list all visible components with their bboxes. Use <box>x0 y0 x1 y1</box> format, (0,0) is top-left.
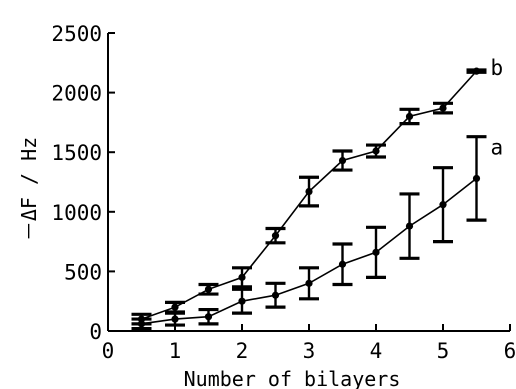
data-point <box>204 313 213 321</box>
data-point <box>305 279 313 287</box>
data-point <box>171 303 179 311</box>
series-b: b <box>131 56 504 326</box>
y-tick-label: 500 <box>64 260 102 284</box>
x-tick-label: 4 <box>370 339 383 363</box>
data-point <box>405 112 414 121</box>
x-tick-label: 5 <box>437 339 450 363</box>
data-point <box>338 156 347 165</box>
data-point <box>171 315 179 323</box>
x-tick-label: 2 <box>236 339 249 363</box>
data-point <box>372 147 380 155</box>
y-tick-label: 1000 <box>51 201 102 225</box>
data-point <box>472 67 481 75</box>
series-a: a <box>131 135 504 331</box>
data-point <box>472 174 481 183</box>
y-tick-label: 2000 <box>51 82 102 106</box>
data-point <box>137 320 146 328</box>
data-point <box>204 285 213 293</box>
data-point <box>305 187 313 196</box>
data-point <box>338 260 347 268</box>
x-tick-label: 1 <box>169 339 182 363</box>
axes: 0 1 2 3 4 5 6 0 500 1000 1500 2000 2500 <box>51 22 516 363</box>
series-label-a: a <box>491 136 504 160</box>
x-axis-title: Number of bilayers <box>184 367 401 389</box>
data-point <box>439 104 447 112</box>
data-point <box>439 201 447 209</box>
data-point <box>238 273 246 281</box>
data-point <box>372 248 380 256</box>
data-point <box>271 291 280 299</box>
data-point <box>405 222 414 230</box>
y-tick-label: 1500 <box>51 141 102 165</box>
y-tick-label: 2500 <box>51 22 102 46</box>
y-axis-title: －ΔF / Hz <box>17 137 41 241</box>
data-point <box>238 297 246 305</box>
series-layer: ba <box>131 56 504 331</box>
x-tick-label: 3 <box>303 339 316 363</box>
y-tick-label: 0 <box>89 320 102 344</box>
series-label-b: b <box>491 56 504 80</box>
data-point <box>271 232 280 240</box>
x-tick-label: 6 <box>504 339 516 363</box>
x-tick-label: 0 <box>102 339 115 363</box>
